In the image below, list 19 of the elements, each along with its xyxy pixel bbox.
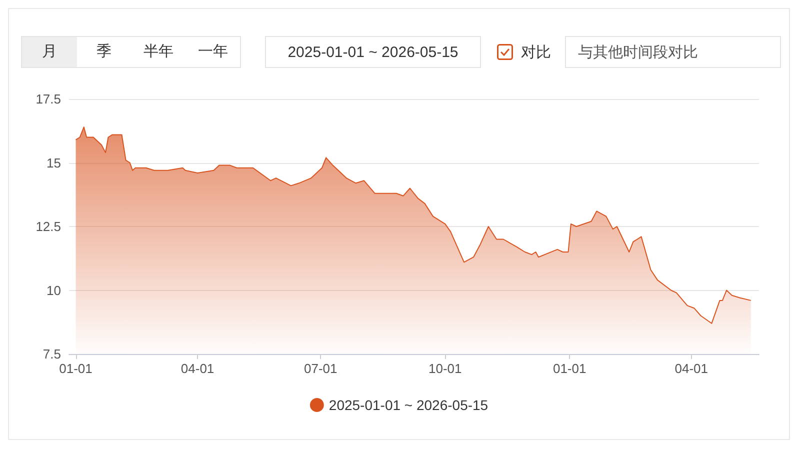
x-tick-label: 07-01: [304, 361, 338, 376]
text: 月: [22, 37, 76, 67]
text: 半年: [142, 42, 174, 62]
text: 对比: [521, 42, 551, 62]
legend-label: 2025-01-01 ~ 2026-05-15: [328, 397, 488, 413]
y-tick-label: 7.5: [42, 346, 61, 362]
x-tick-label: 04-01: [180, 361, 214, 376]
text: 季: [95, 42, 112, 62]
text: 2025-01-01 ~ 2026-05-15: [265, 36, 481, 68]
x-tick-label: 01-01: [59, 361, 92, 376]
y-tick-label: 10: [46, 282, 61, 298]
y-tick-label: 12.5: [36, 219, 61, 234]
x-tick-label: 01-01: [552, 361, 586, 376]
x-tick-label: 04-01: [674, 361, 708, 376]
x-tick-label: 10-01: [428, 361, 462, 376]
y-tick-label: 17.5: [36, 92, 61, 106]
y-tick-label: 15: [46, 155, 61, 170]
text: 与其他时间段对比: [565, 36, 781, 68]
text: 一年: [196, 42, 229, 62]
